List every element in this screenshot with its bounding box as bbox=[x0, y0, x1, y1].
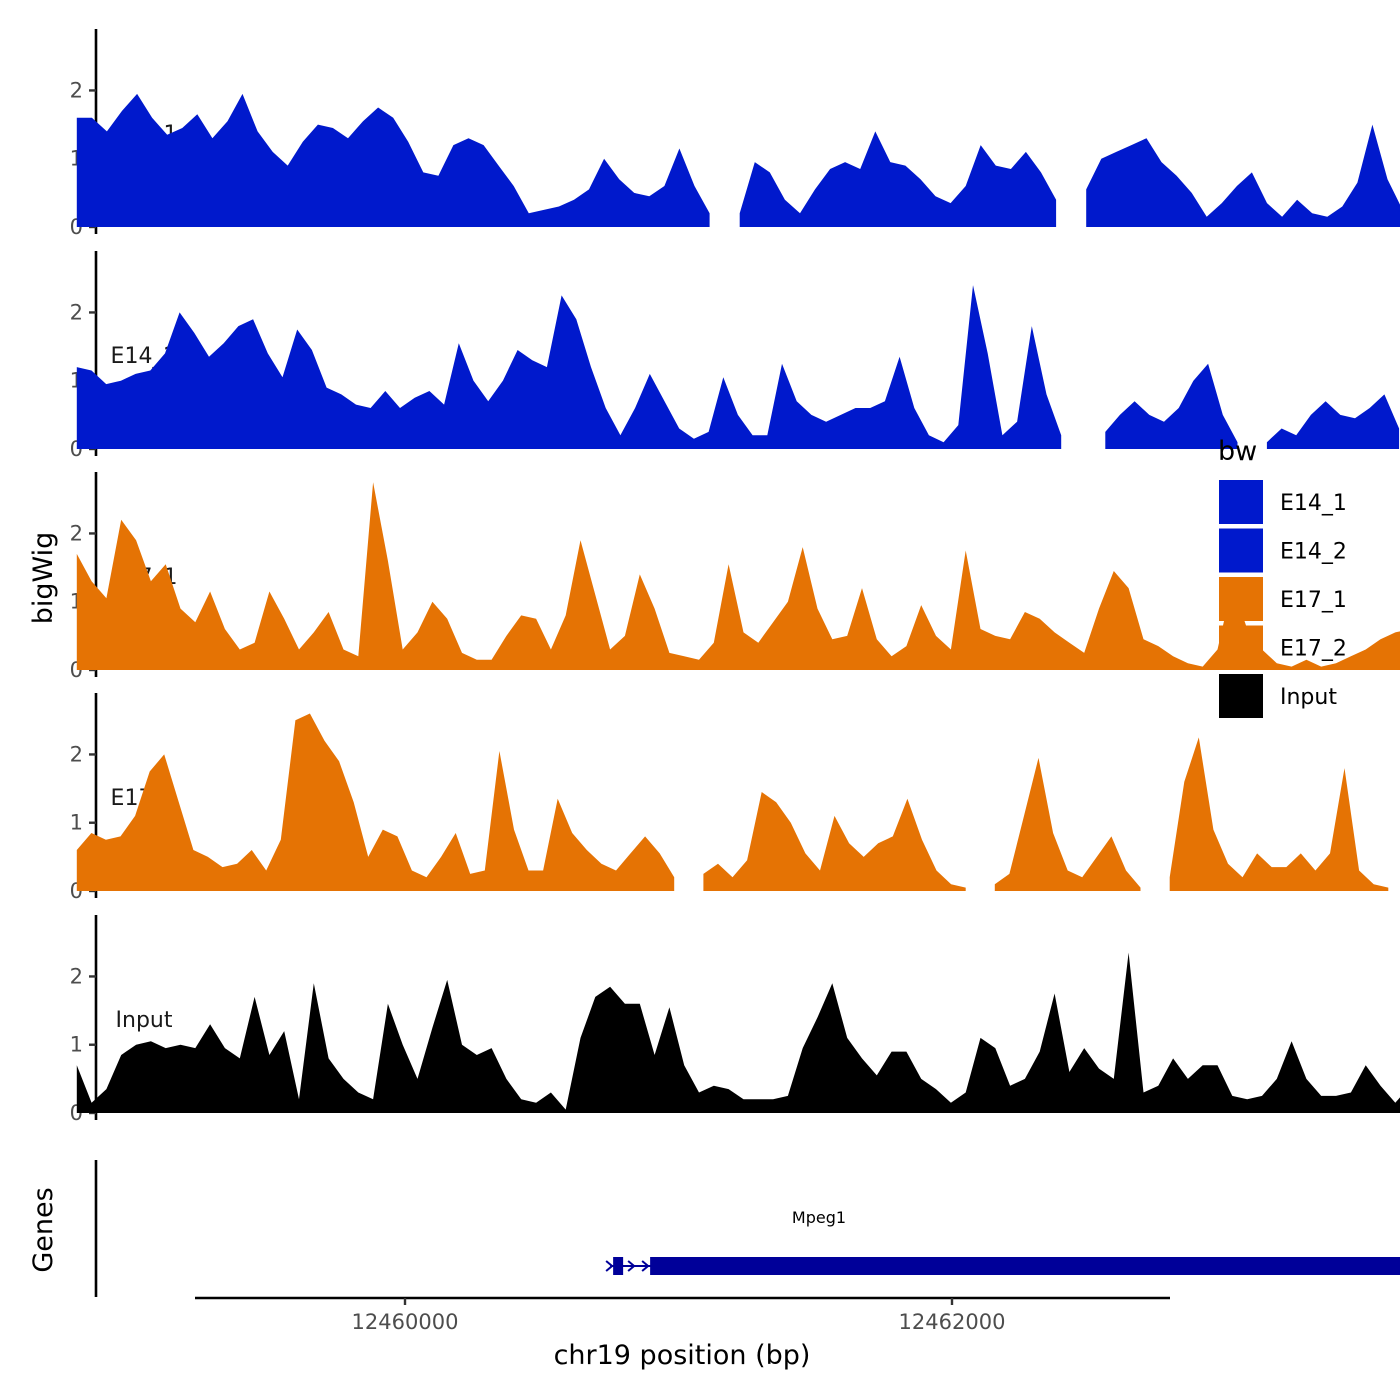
coverage-area-E14_2 bbox=[1105, 363, 1238, 449]
coverage-area-E17_2 bbox=[76, 713, 675, 891]
coverage-area-E17_2 bbox=[994, 757, 1141, 891]
x-tick-label: 12460000 bbox=[352, 1310, 459, 1334]
gene-name-label: Mpeg1 bbox=[792, 1208, 846, 1227]
genes-axis-title: Genes bbox=[28, 1187, 59, 1272]
y-tick-label: 2 bbox=[70, 964, 83, 988]
coverage-area-E17_2 bbox=[1169, 737, 1389, 891]
coverage-area-E14_1 bbox=[76, 93, 710, 228]
x-axis-title: chr19 position (bp) bbox=[554, 1340, 811, 1371]
legend: bw E14_1 E14_2 E17_1 E17_2 Input bbox=[1218, 436, 1347, 718]
track-label: Input bbox=[116, 1008, 173, 1033]
track-E17_2: 012E17_2 bbox=[70, 693, 1389, 903]
coverage-area-Input bbox=[76, 952, 1400, 1113]
y-tick-label: 2 bbox=[70, 78, 83, 102]
coverage-area-E14_1 bbox=[739, 131, 1057, 227]
coverage-area-E14_2 bbox=[76, 285, 1062, 449]
legend-key-E17_2 bbox=[1219, 625, 1263, 670]
x-tick-label: 12462000 bbox=[899, 1310, 1006, 1334]
strand-arrow-icon bbox=[641, 1260, 650, 1272]
legend-label: Input bbox=[1280, 685, 1337, 710]
y-axis-title: bigWig bbox=[28, 532, 59, 625]
coverage-area-E14_2 bbox=[1266, 394, 1400, 449]
track-E17_1: 012E17_1 bbox=[70, 472, 1400, 682]
y-tick-label: 2 bbox=[70, 742, 83, 766]
legend-label: E17_1 bbox=[1280, 588, 1347, 613]
coverage-area-E17_2 bbox=[703, 792, 966, 891]
y-tick-label: 1 bbox=[70, 1033, 83, 1057]
gene-exon-main bbox=[650, 1257, 1400, 1275]
legend-label: E17_2 bbox=[1280, 637, 1347, 662]
legend-key-E14_2 bbox=[1219, 528, 1263, 573]
y-tick-label: 2 bbox=[70, 521, 83, 545]
strand-arrow-icon bbox=[605, 1260, 614, 1272]
x-axis: 124600001246200012464000 bbox=[195, 1296, 1170, 1334]
y-tick-label: 2 bbox=[70, 300, 83, 324]
legend-label: E14_1 bbox=[1280, 491, 1347, 516]
y-tick-label: 1 bbox=[70, 811, 83, 835]
strand-arrow-icon bbox=[627, 1260, 636, 1272]
legend-key-E17_1 bbox=[1219, 577, 1263, 621]
legend-label: E14_2 bbox=[1280, 540, 1347, 565]
coverage-area-E17_1 bbox=[76, 482, 1400, 670]
genes-panel: Mpeg1 bbox=[94, 1160, 1400, 1297]
coverage-area-E14_1 bbox=[1086, 124, 1400, 227]
legend-key-E14_1 bbox=[1219, 480, 1263, 524]
gene-exon bbox=[613, 1257, 624, 1275]
legend-key-Input bbox=[1219, 674, 1263, 718]
legend-title: bw bbox=[1218, 436, 1257, 467]
